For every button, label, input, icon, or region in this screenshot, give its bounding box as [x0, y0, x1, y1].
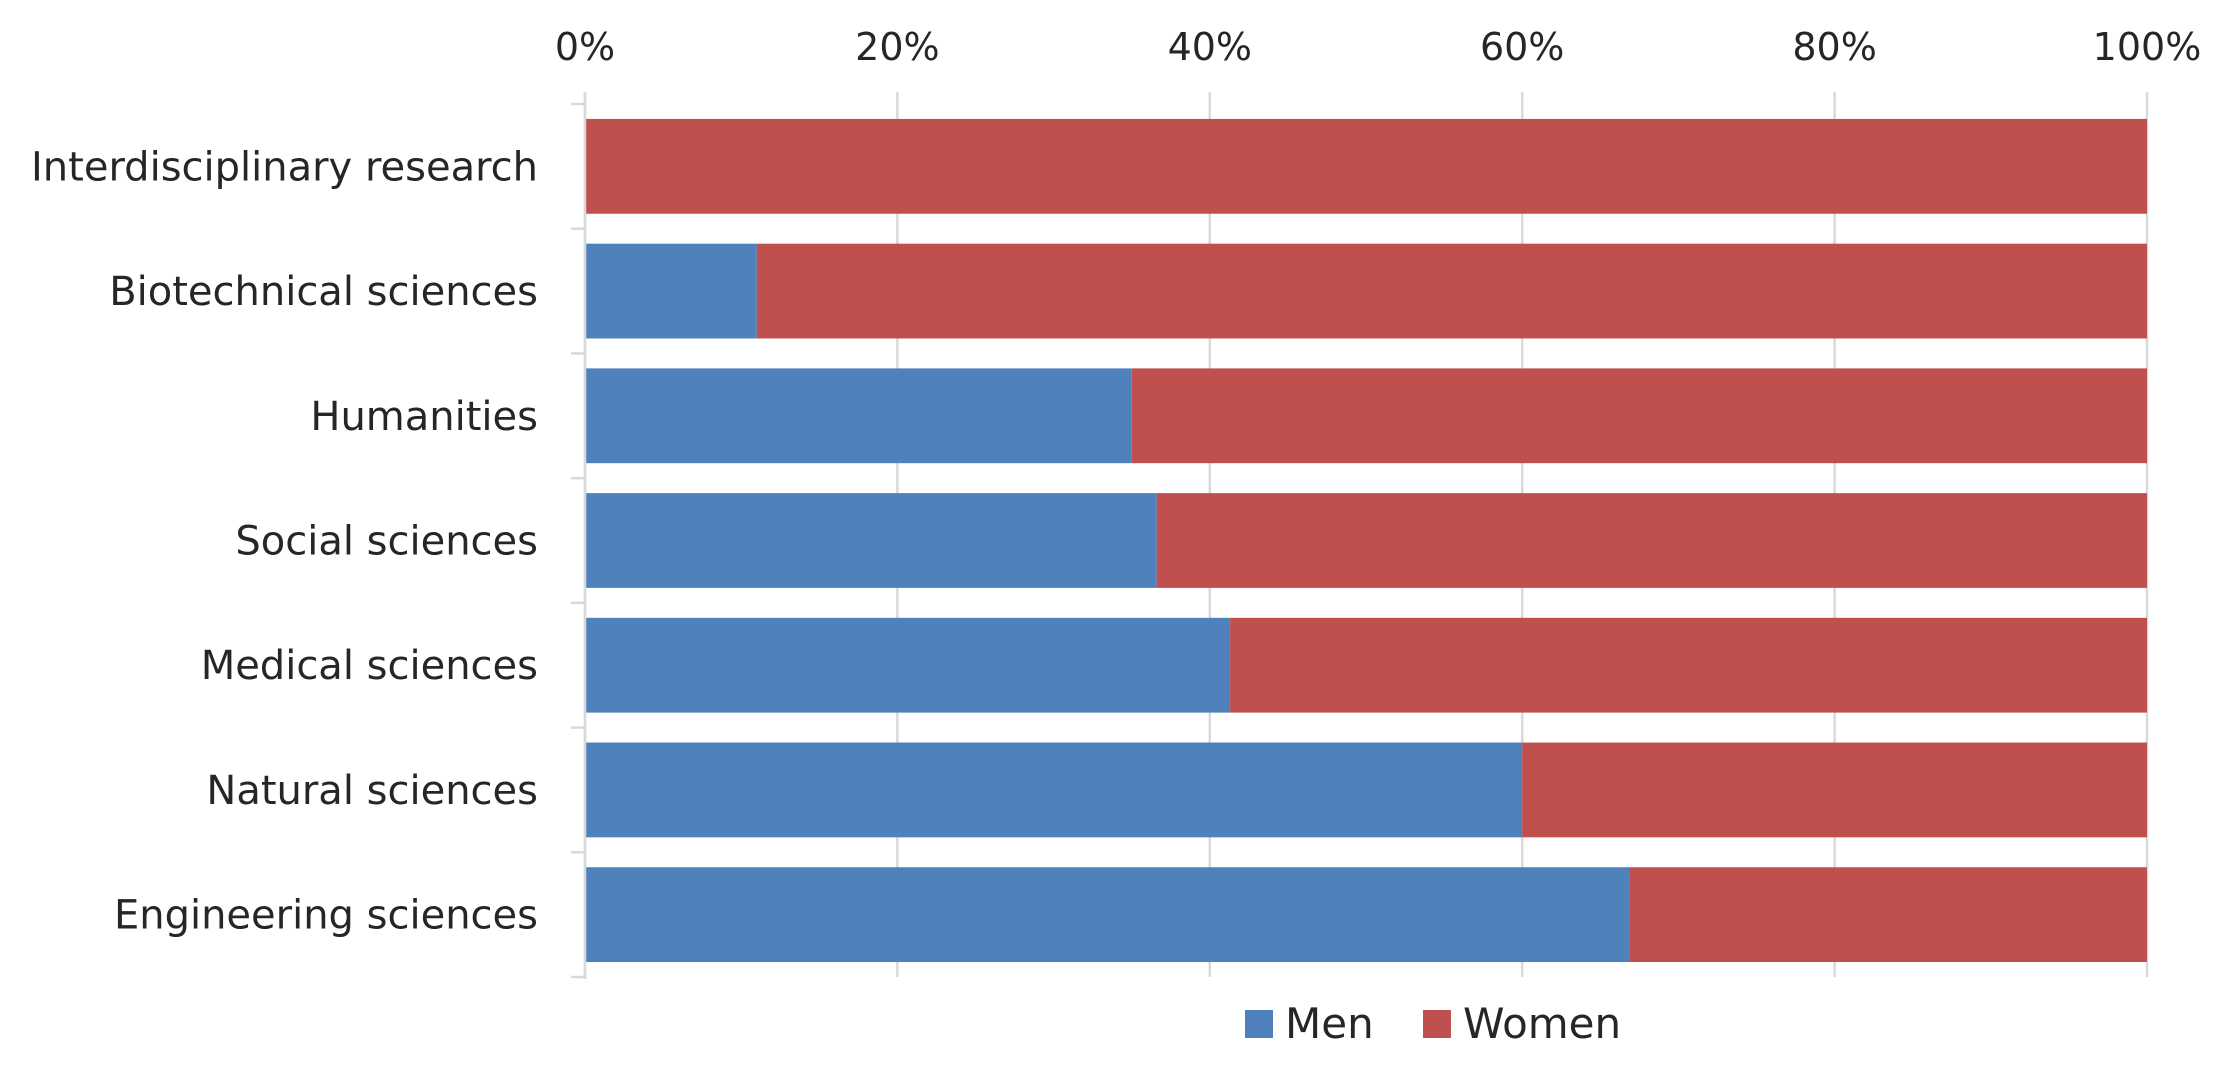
category-label: Engineering sciences — [114, 893, 538, 939]
legend-label-men: Men — [1285, 999, 1374, 1048]
x-tick-label: 80% — [1792, 25, 1876, 69]
bar-men — [585, 617, 1231, 713]
bar-men — [585, 368, 1132, 464]
bar-women — [1156, 493, 2147, 588]
x-tick-label: 60% — [1480, 25, 1564, 69]
legend-label-women: Women — [1463, 999, 1621, 1048]
x-tick-label: 0% — [555, 25, 615, 69]
bar-women — [1230, 617, 2147, 713]
bar-men — [585, 867, 1630, 963]
category-labels: Interdisciplinary research Biotechnical s… — [31, 144, 538, 938]
bar-women — [1131, 368, 2147, 464]
bar-men — [585, 742, 1523, 838]
x-tick-label: 100% — [2093, 25, 2202, 69]
bars — [585, 118, 2147, 963]
bar-women — [756, 243, 2147, 339]
legend-swatch-women — [1423, 1010, 1451, 1038]
axes — [571, 92, 587, 979]
category-label: Humanities — [310, 394, 538, 440]
category-label: Biotechnical sciences — [109, 269, 538, 315]
bar-women — [1522, 742, 2147, 838]
category-label: Interdisciplinary research — [31, 144, 538, 190]
bar-women — [1629, 867, 2147, 963]
category-label: Social sciences — [235, 519, 538, 565]
bar-women — [585, 118, 2147, 214]
legend-swatch-men — [1245, 1010, 1273, 1038]
legend: Men Women — [1245, 999, 1621, 1048]
x-tick-label: 40% — [1168, 25, 1252, 69]
bar-men — [585, 493, 1157, 588]
category-label: Medical sciences — [201, 643, 538, 689]
bar-men — [585, 243, 757, 339]
x-tick-labels: 0% 20% 40% 60% 80% 100% — [555, 25, 2201, 69]
category-label: Natural sciences — [206, 768, 538, 814]
x-tick-label: 20% — [855, 25, 939, 69]
